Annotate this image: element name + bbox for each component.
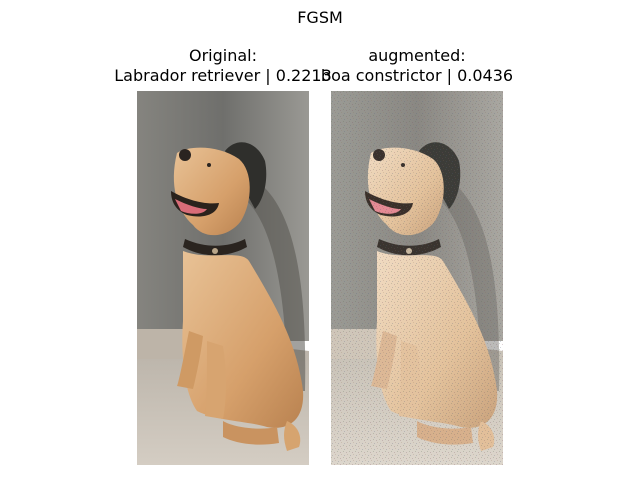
original-title-line1: Original:: [189, 46, 257, 65]
augmented-title-line2: boa constrictor | 0.0436: [320, 66, 514, 85]
original-panel-title: Original: Labrador retriever | 0.2213: [93, 46, 353, 86]
original-title-line2: Labrador retriever | 0.2213: [114, 66, 332, 85]
augmented-dog-image: [331, 91, 503, 465]
augmented-panel-title: augmented: boa constrictor | 0.0436: [287, 46, 547, 86]
figure-suptitle: FGSM: [297, 8, 343, 27]
original-dog-image: [137, 91, 309, 465]
augmented-title-line1: augmented:: [368, 46, 466, 65]
